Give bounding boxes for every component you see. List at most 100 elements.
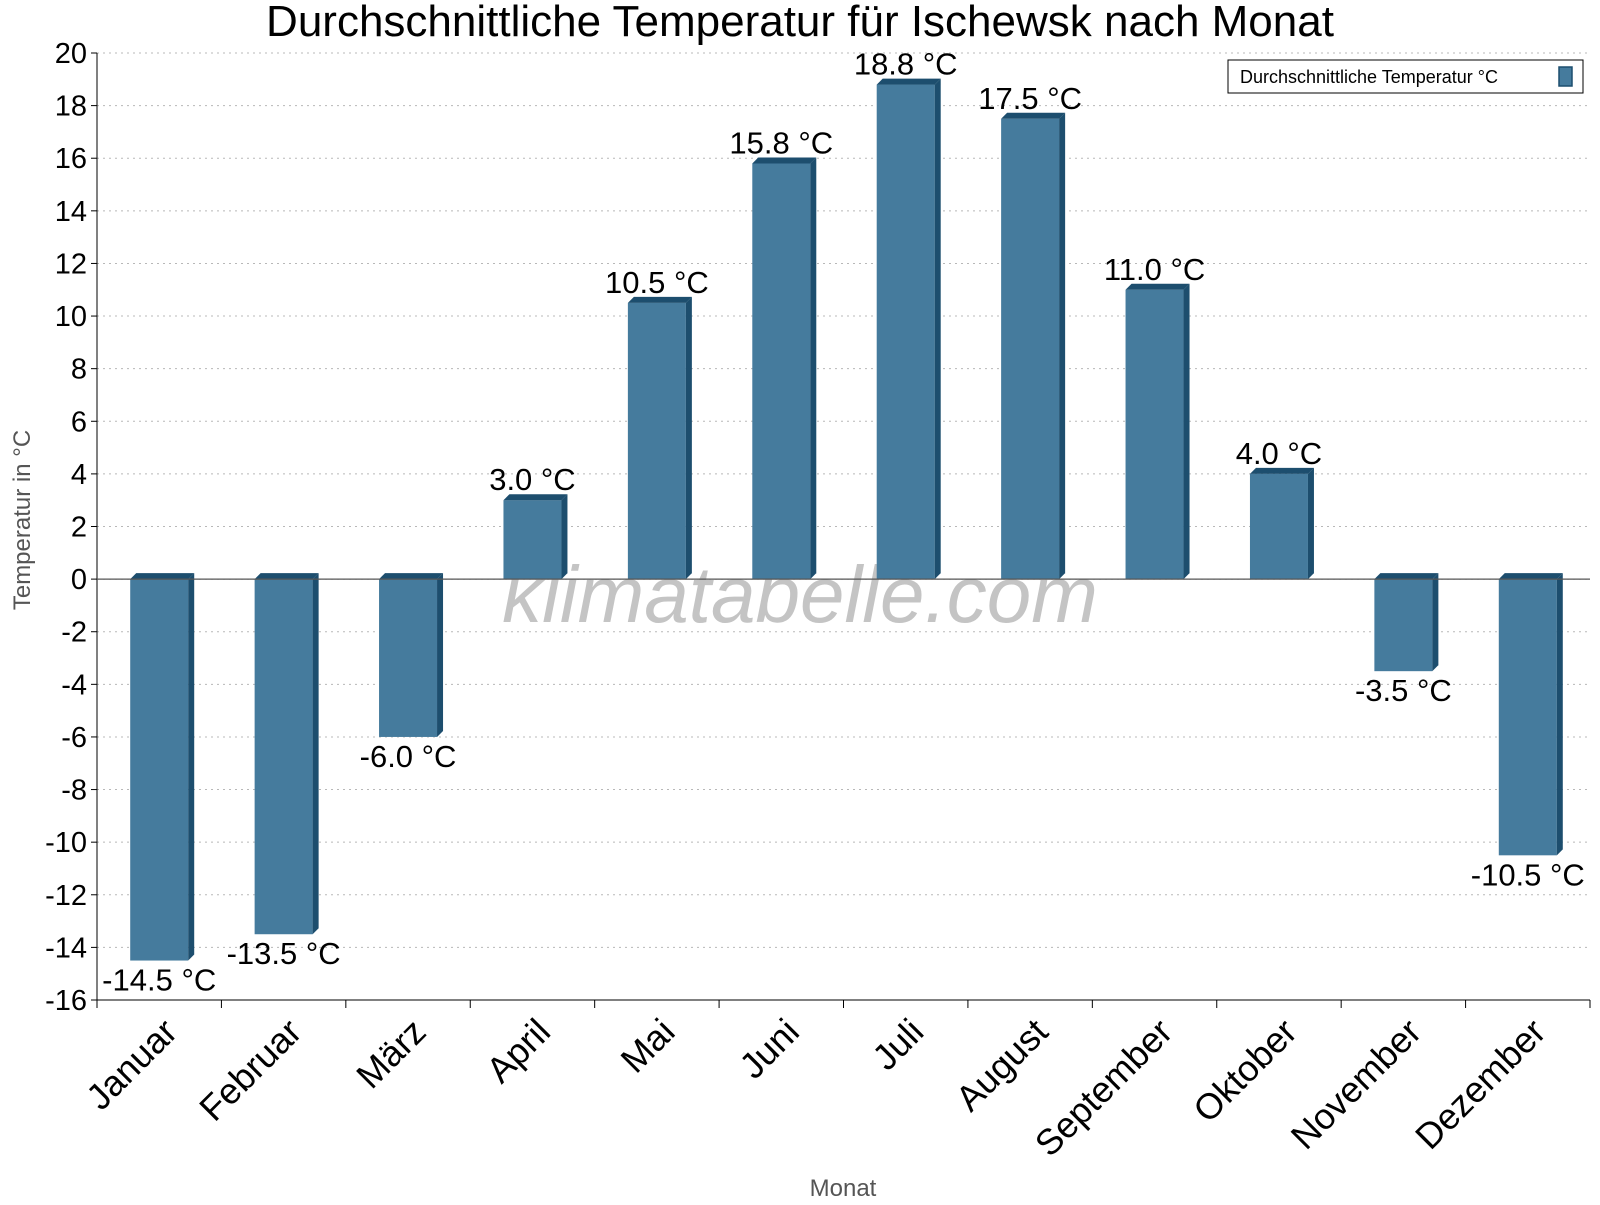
- bar-face: [876, 84, 935, 580]
- bar-side: [1432, 573, 1439, 672]
- bar-value-label: 17.5 °C: [978, 81, 1082, 116]
- y-tick-label: 6: [71, 406, 87, 438]
- bar-face: [1125, 289, 1184, 580]
- bar-value-label: -13.5 °C: [227, 936, 341, 971]
- bar-top: [627, 296, 692, 303]
- bar-value-label: -6.0 °C: [360, 739, 457, 774]
- bar-face: [1498, 579, 1557, 856]
- bar-side: [934, 78, 941, 580]
- y-tick-label: 4: [71, 459, 87, 491]
- bar-face: [130, 579, 189, 961]
- bar-top: [130, 573, 195, 580]
- bar-top: [254, 573, 319, 580]
- bar-top: [876, 78, 941, 85]
- bar: [130, 573, 195, 961]
- x-tick-label: April: [478, 1011, 558, 1091]
- bar-value-label: -10.5 °C: [1471, 857, 1585, 892]
- x-tick-label: Dezember: [1407, 1011, 1553, 1157]
- bar: [1249, 467, 1314, 580]
- legend-label: Durchschnittliche Temperatur °C: [1240, 67, 1498, 87]
- legend-box: [1227, 59, 1584, 94]
- bar-face: [254, 579, 313, 935]
- y-tick-label: 10: [55, 301, 87, 333]
- y-tick-label: -16: [45, 985, 87, 1017]
- y-tick-label: -10: [45, 827, 87, 859]
- bar-top: [1374, 573, 1439, 580]
- bar-face: [379, 579, 438, 737]
- y-tick-label: 12: [55, 248, 87, 280]
- y-tick-label: 14: [55, 196, 87, 228]
- bar-top: [503, 494, 568, 501]
- x-tick-label: Mai: [613, 1011, 683, 1081]
- bar-value-label: 11.0 °C: [1104, 252, 1205, 287]
- data-labels: -14.5 °C -13.5 °C -6.0 °C 3.0 °C 10.5 °C 15.8…: [102, 47, 1585, 998]
- bar: [379, 573, 444, 737]
- bar: [1001, 112, 1066, 580]
- bar-side: [1307, 467, 1314, 580]
- x-tick-label: Januar: [78, 1011, 185, 1118]
- bar-side: [312, 573, 319, 935]
- bar: [752, 157, 817, 580]
- bar: [1498, 573, 1563, 856]
- bar-side: [1556, 573, 1563, 856]
- bar-value-label: -14.5 °C: [102, 963, 216, 998]
- bar-side: [188, 573, 195, 961]
- bar-face: [627, 302, 686, 580]
- x-tick-label: August: [948, 1011, 1056, 1119]
- y-tick-label: 18: [55, 91, 87, 123]
- bar: [1374, 573, 1439, 672]
- y-tick-label: -12: [45, 880, 87, 912]
- y-tick-label: -8: [61, 775, 87, 807]
- y-tick-label: 0: [71, 564, 87, 596]
- bar-side: [685, 296, 692, 580]
- bar: [627, 296, 692, 580]
- bar-top: [1249, 467, 1314, 474]
- bar-value-label: 10.5 °C: [605, 265, 709, 300]
- bar-top: [1498, 573, 1563, 580]
- y-tick-label: -14: [45, 932, 87, 964]
- y-tick-label: -6: [61, 722, 87, 754]
- bar-side: [437, 573, 444, 737]
- x-tick-label: Juli: [864, 1011, 931, 1078]
- y-tick-label: 16: [55, 143, 87, 175]
- x-tick-label: Oktober: [1185, 1011, 1305, 1131]
- y-tick-label: 20: [55, 38, 87, 70]
- legend: Durchschnittliche Temperatur °C: [1227, 59, 1584, 94]
- y-tick-label: 8: [71, 354, 87, 386]
- y-tick-label: 2: [71, 512, 87, 544]
- bar-value-label: 4.0 °C: [1236, 436, 1323, 471]
- bar-face: [1374, 579, 1433, 672]
- bars: [130, 78, 1563, 961]
- bar-value-label: 15.8 °C: [729, 125, 833, 160]
- bar-value-label: 18.8 °C: [854, 47, 958, 82]
- bar: [876, 78, 941, 580]
- bar-value-label: 3.0 °C: [489, 462, 576, 497]
- y-tick-label: -4: [61, 669, 87, 701]
- chart-title: Durchschnittliche Temperatur für Ischews…: [266, 0, 1334, 46]
- bar-top: [1125, 283, 1190, 290]
- bar: [503, 494, 568, 580]
- bar-side: [1059, 112, 1066, 580]
- bar-face: [1001, 118, 1060, 580]
- x-axis-label: Monat: [810, 1175, 877, 1200]
- bar-face: [1249, 473, 1308, 580]
- bar-top: [1001, 112, 1066, 119]
- y-tick-label: -2: [61, 617, 87, 649]
- bar-face: [503, 500, 562, 580]
- bar-top: [752, 157, 817, 164]
- grid-lines: [97, 52, 1590, 1001]
- bar-value-label: -3.5 °C: [1355, 673, 1452, 708]
- x-tick-label: März: [348, 1011, 434, 1097]
- bar-face: [752, 163, 811, 580]
- bar: [1125, 283, 1190, 580]
- y-axis-label: Temperatur in °C: [9, 430, 36, 610]
- x-tick-label: Februar: [191, 1011, 309, 1129]
- x-tick-label: Juni: [731, 1011, 807, 1087]
- bar-side: [1183, 283, 1190, 580]
- bar: [254, 573, 319, 935]
- legend-swatch: [1558, 66, 1573, 87]
- bar-side: [810, 157, 817, 580]
- x-tick-label: November: [1283, 1011, 1429, 1157]
